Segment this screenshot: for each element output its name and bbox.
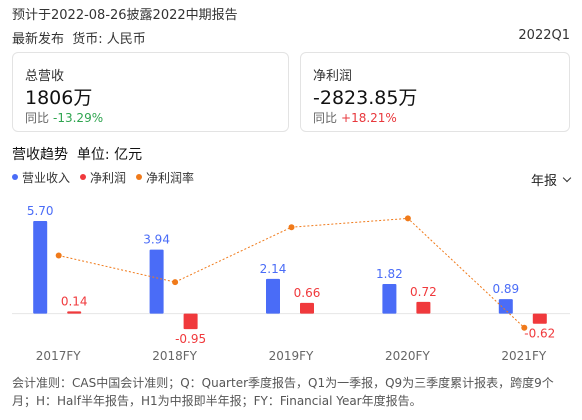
point-margin — [288, 224, 295, 231]
bar-revenue — [498, 299, 513, 314]
point-margin — [404, 215, 411, 222]
revenue-trend-chart: 5.70 0.14 2017FY 3.94 -0.95 2018FY 2.14 0.66 201… — [12, 204, 570, 363]
revenue-card-label: 总营收 — [25, 69, 65, 84]
bar-label-profit: -0.95 — [175, 332, 206, 346]
net-profit-card-value: -2823.85万 — [313, 87, 418, 109]
legend-dot-profit — [80, 174, 87, 180]
point-margin — [521, 324, 528, 331]
bar-revenue — [33, 221, 48, 314]
revenue-card: 总营收 1806万 同比 -13.29% — [12, 52, 289, 132]
x-tick-label: 2019FY — [269, 349, 314, 363]
bar-label-revenue: 0.89 — [492, 282, 519, 296]
net-profit-card: 净利润 -2823.85万 同比 +18.21% — [300, 52, 570, 132]
x-tick-label: 2018FY — [152, 349, 197, 363]
yoy-label: 同比 — [313, 111, 338, 125]
section-title: 营收趋势 单位: 亿元 — [12, 144, 142, 164]
x-tick-label: 2020FY — [385, 349, 430, 363]
x-tick-label: 2021FY — [501, 349, 546, 363]
legend-label-margin: 净利润率 — [146, 170, 195, 185]
bar-label-profit: 0.72 — [410, 285, 437, 299]
chevron-down-icon — [562, 173, 572, 183]
bar-label-profit: 0.14 — [61, 294, 88, 308]
legend-item-profit[interactable]: 净利润 — [80, 170, 127, 185]
yoy-label: 同比 — [25, 111, 50, 125]
bar-label-revenue: 5.70 — [27, 204, 54, 218]
net-profit-card-label: 净利润 — [313, 69, 353, 84]
point-margin — [172, 279, 179, 286]
point-margin — [55, 252, 62, 259]
footnote: 会计准则：CAS中国会计准则；Q：Quarter季度报告，Q1为一季报，Q9为三… — [12, 376, 554, 408]
latest-release-label: 最新发布 — [12, 32, 65, 47]
revenue-card-value: 1806万 — [25, 87, 93, 109]
revenue-card-yoy: 同比 -13.29% — [25, 109, 103, 126]
bar-label-profit: 0.66 — [294, 286, 321, 300]
bar-profit — [183, 313, 198, 330]
legend-item-margin[interactable]: 净利润率 — [136, 170, 195, 185]
legend-dot-margin — [136, 174, 143, 180]
currency-label: 货币: 人民币 — [72, 32, 146, 47]
bar-label-revenue: 1.82 — [376, 267, 403, 281]
yoy-value: +18.21% — [341, 111, 397, 125]
yoy-value: -13.29% — [53, 111, 104, 125]
bar-profit — [300, 302, 314, 314]
report-type-dropdown[interactable]: 年报 — [530, 170, 572, 189]
legend-item-revenue[interactable]: 营业收入 — [12, 170, 71, 185]
report-type-value: 年报 — [530, 174, 557, 189]
bar-label-revenue: 2.14 — [260, 262, 287, 276]
bar-label-revenue: 3.94 — [143, 233, 170, 247]
chart-legend: 营业收入 净利润 净利润率 — [12, 170, 195, 185]
report-period: 2022Q1 — [518, 28, 570, 43]
section-unit: 单位: 亿元 — [76, 147, 143, 163]
bar-revenue — [382, 284, 397, 314]
bar-label-profit: -0.62 — [524, 327, 555, 341]
bar-profit — [67, 311, 82, 314]
net-profit-card-yoy: 同比 +18.21% — [313, 109, 397, 126]
line-margin — [58, 217, 525, 329]
bar-profit — [416, 301, 431, 314]
bar-profit — [532, 313, 547, 324]
section-title-text: 营收趋势 — [12, 147, 68, 163]
bar-revenue — [149, 249, 164, 314]
legend-label-profit: 净利润 — [90, 170, 127, 185]
release-currency: 最新发布 货币: 人民币 — [12, 28, 146, 47]
x-tick-label: 2017FY — [36, 349, 81, 363]
legend-dot-revenue — [12, 174, 18, 180]
bar-revenue — [266, 278, 280, 314]
disclosure-notice: 预计于2022-08-26披露2022中期报告 — [12, 8, 238, 23]
legend-label-revenue: 营业收入 — [22, 170, 71, 185]
meta-row: 最新发布 货币: 人民币 2022Q1 — [12, 28, 570, 47]
